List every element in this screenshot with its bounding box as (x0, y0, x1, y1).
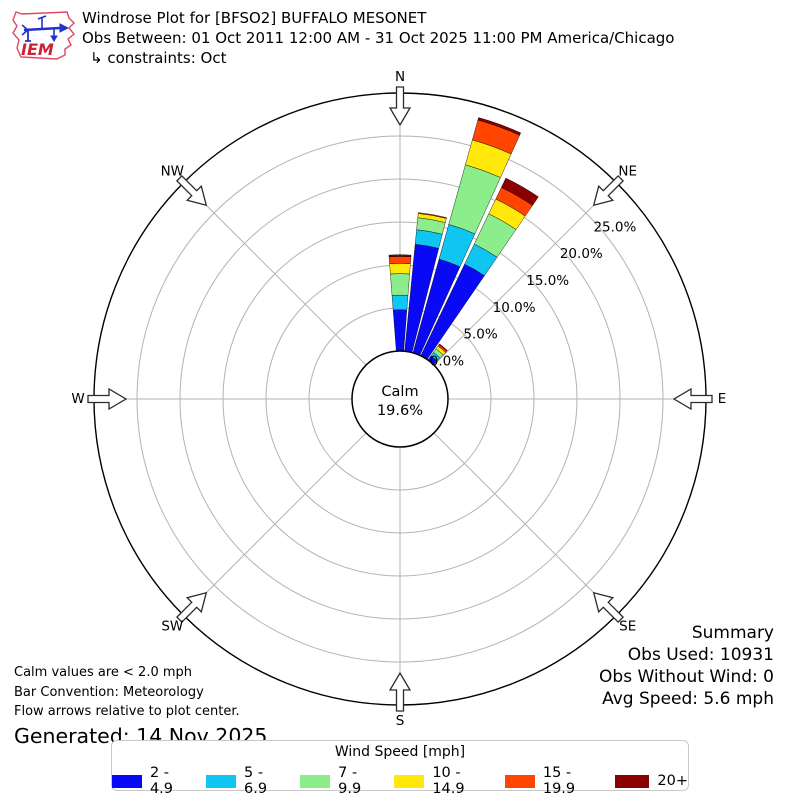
rlabel-15: 15.0% (526, 273, 569, 289)
calm-percent: 19.6% (377, 403, 423, 419)
summary-block: Summary Obs Used: 10931 Obs Without Wind… (599, 622, 774, 710)
wind-bar-segment (417, 212, 447, 219)
flow-arrows (87, 86, 713, 712)
dir-label-nw: NW (161, 163, 184, 179)
rlabel-0: 0.0% (430, 354, 464, 370)
wind-bar-segment (389, 263, 411, 275)
rlabel-10: 10.0% (493, 300, 536, 316)
legend-label: 2 - 4.9 (149, 765, 173, 797)
legend-label: 20+ (657, 773, 688, 789)
plot-title: Windrose Plot for [BFSO2] BUFFALO MESONE… (82, 9, 427, 27)
dir-label-sw: SW (161, 619, 183, 635)
legend-swatch (112, 774, 142, 788)
dir-label-ne: NE (618, 163, 637, 179)
flow-arrow-icon (592, 591, 625, 624)
legend-label: 15 - 19.9 (542, 765, 576, 797)
summary-avg-speed: Avg Speed: 5.6 mph (602, 689, 774, 709)
dir-label-n: N (395, 69, 405, 85)
calm-note: Calm values are < 2.0 mph (14, 665, 193, 680)
legend-label: 10 - 14.9 (432, 765, 465, 797)
dir-label-w: W (71, 391, 84, 407)
wind-bar-segment (392, 309, 408, 352)
legend-item: 15 - 19.9 (504, 765, 601, 797)
iem-logo: IEM (12, 11, 75, 60)
footnotes: Calm values are < 2.0 mph Bar Convention… (14, 663, 267, 749)
summary-heading: Summary (691, 623, 774, 643)
calm-label: Calm (381, 384, 418, 400)
wind-bar-segment (501, 177, 539, 206)
legend-swatch (394, 774, 425, 788)
windrose-bars (388, 117, 539, 365)
legend-item: 5 - 6.9 (206, 765, 285, 797)
wind-speed-legend: Wind Speed [mph] 2 - 4.9 5 - 6.9 7 - 9.9 10… (111, 740, 689, 797)
plot-subtitle: Obs Between: 01 Oct 2011 12:00 AM - 31 O… (82, 29, 675, 47)
summary-obs-used: Obs Used: 10931 (627, 645, 774, 665)
grid-spoke (433, 432, 617, 616)
flow-arrow-icon (592, 174, 625, 207)
legend-item: 2 - 4.9 (112, 765, 191, 797)
wind-bar-segment (388, 256, 412, 264)
bar-convention-note: Bar Convention: Meteorology (14, 684, 204, 700)
flow-arrow-icon (175, 591, 208, 624)
flow-arrow-icon (672, 387, 713, 411)
legend-title: Wind Speed [mph] (334, 744, 466, 760)
legend-label: 5 - 6.9 (244, 765, 268, 797)
grid-spoke (183, 182, 367, 366)
logo-text: IEM (21, 40, 54, 59)
legend-item: 20+ (615, 773, 688, 789)
flow-arrow-icon (388, 671, 412, 712)
calm-circle (351, 350, 449, 448)
flow-arrow-icon (87, 387, 128, 411)
legend-swatch (615, 774, 650, 788)
weather-vane-icon (21, 15, 70, 42)
rlabel-20: 20.0% (560, 246, 603, 262)
flow-arrow-icon (388, 86, 412, 127)
legend-label: 7 - 9.9 (338, 765, 362, 797)
legend-swatch (206, 774, 237, 788)
polar-grid (94, 93, 706, 705)
wind-bar-segment (438, 343, 448, 352)
grid-spoke (433, 182, 617, 366)
summary-obs-without-wind: Obs Without Wind: 0 (599, 667, 774, 687)
legend-items: 2 - 4.9 5 - 6.9 7 - 9.9 10 - 14.9 15 - 19.9 2… (112, 765, 688, 797)
flow-arrows-note: Flow arrows relative to plot center. (14, 704, 240, 719)
rlabel-25: 25.0% (593, 219, 636, 235)
dir-label-s: S (396, 713, 405, 729)
constraints-note: ↳ constraints: Oct (90, 49, 227, 67)
wind-bar-segment (390, 273, 410, 296)
wind-bar-segment (388, 254, 412, 258)
legend-item: 7 - 9.9 (300, 765, 379, 797)
legend-item: 10 - 14.9 (394, 765, 490, 797)
wind-bar-segment (391, 294, 409, 311)
legend-swatch (504, 774, 535, 788)
dir-label-e: E (718, 391, 727, 407)
iowa-outline (12, 11, 75, 60)
rlabel-5: 5.0% (463, 327, 497, 343)
wind-bar-segment (477, 117, 521, 136)
legend-swatch (300, 774, 331, 788)
dir-label-se: SE (619, 619, 636, 635)
flow-arrow-icon (175, 174, 208, 207)
header: Windrose Plot for [BFSO2] BUFFALO MESONE… (82, 8, 674, 68)
grid-spoke (183, 432, 367, 616)
